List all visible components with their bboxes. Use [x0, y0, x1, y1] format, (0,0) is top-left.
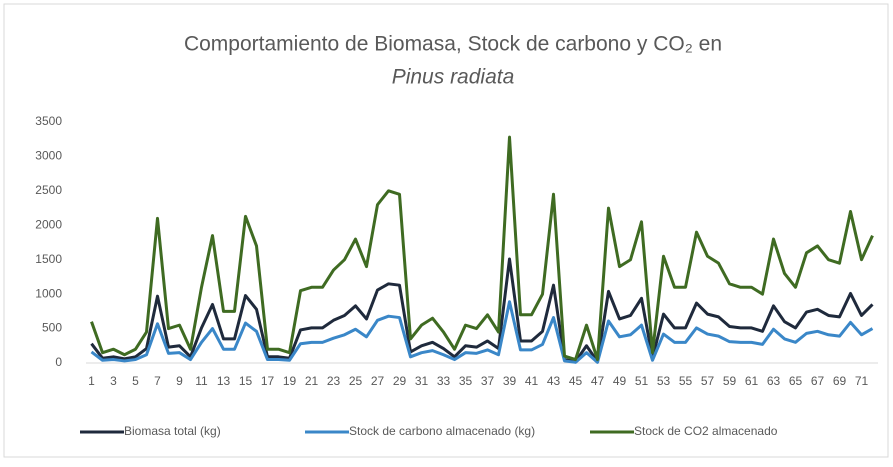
- x-tick-label: 13: [217, 374, 231, 388]
- x-tick-label: 7: [154, 374, 161, 388]
- x-tick-label: 33: [437, 374, 451, 388]
- x-tick-label: 49: [613, 374, 627, 388]
- series-line: [90, 135, 874, 362]
- x-tick-label: 35: [459, 374, 473, 388]
- series-line: [90, 257, 874, 364]
- x-tick-label: 25: [349, 374, 363, 388]
- x-tick-label: 15: [239, 374, 253, 388]
- x-tick-label: 45: [569, 374, 583, 388]
- x-tick-label: 43: [547, 374, 561, 388]
- x-tick-label: 27: [371, 374, 385, 388]
- x-tick-label: 39: [503, 374, 517, 388]
- chart-subtitle: Pinus radiata: [392, 66, 515, 89]
- x-tick-label: 61: [745, 374, 759, 388]
- y-tick-label: 1500: [35, 252, 62, 266]
- y-tick-label: 500: [42, 321, 62, 335]
- y-tick-label: 2500: [35, 183, 62, 197]
- x-tick-label: 51: [635, 374, 649, 388]
- y-tick-label: 2000: [35, 217, 62, 231]
- legend-label: Stock de CO2 almacenado: [634, 424, 778, 438]
- x-tick-label: 53: [657, 374, 671, 388]
- x-tick-label: 23: [327, 374, 341, 388]
- x-tick-label: 41: [525, 374, 539, 388]
- x-tick-label: 3: [110, 374, 117, 388]
- y-tick-label: 0: [55, 355, 62, 369]
- y-tick-label: 1000: [35, 286, 62, 300]
- y-tick-label: 3500: [35, 114, 62, 128]
- series-line: [90, 300, 874, 364]
- x-tick-label: 69: [833, 374, 847, 388]
- y-tick-label: 3000: [35, 149, 62, 163]
- x-tick-label: 59: [723, 374, 737, 388]
- x-tick-label: 11: [195, 374, 208, 388]
- x-tick-label: 65: [789, 374, 803, 388]
- x-tick-label: 31: [415, 374, 429, 388]
- legend-label: Biomasa total (kg): [124, 424, 221, 438]
- x-tick-label: 47: [591, 374, 605, 388]
- chart-frame: [3, 3, 889, 458]
- x-tick-label: 19: [283, 374, 297, 388]
- x-tick-label: 55: [679, 374, 693, 388]
- x-tick-label: 63: [767, 374, 781, 388]
- x-tick-label: 57: [701, 374, 715, 388]
- chart-title: Comportamiento de Biomasa, Stock de carb…: [184, 33, 722, 56]
- x-tick-label: 17: [261, 374, 275, 388]
- x-tick-label: 37: [481, 374, 495, 388]
- x-tick-label: 71: [855, 374, 869, 388]
- x-tick-label: 9: [176, 374, 183, 388]
- x-tick-label: 21: [305, 374, 319, 388]
- x-tick-label: 67: [811, 374, 825, 388]
- legend-label: Stock de carbono almacenado (kg): [349, 424, 535, 438]
- x-tick-label: 5: [132, 374, 139, 388]
- x-tick-label: 29: [393, 374, 407, 388]
- x-tick-label: 1: [88, 374, 95, 388]
